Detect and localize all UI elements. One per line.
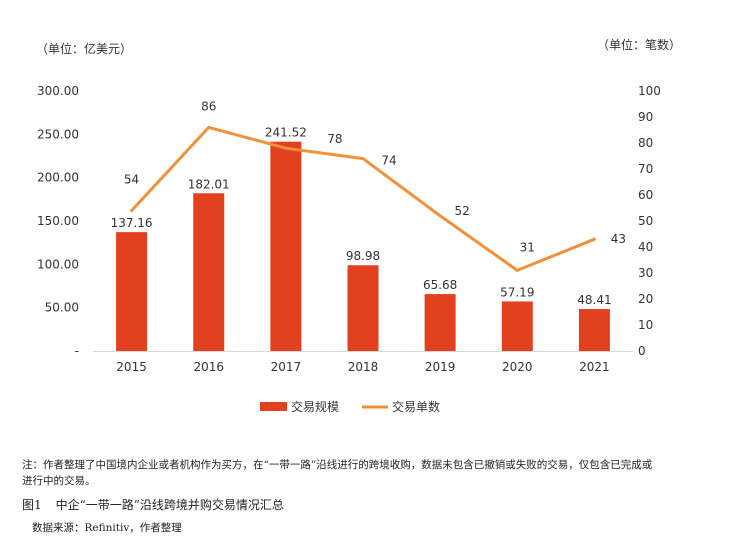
line-value-label: 52 xyxy=(455,204,470,218)
legend-label-line: 交易单数 xyxy=(392,399,440,414)
bar-2016 xyxy=(193,193,225,351)
figure-caption: 图1 中企“一带一路”沿线跨境并购交易情况汇总 xyxy=(22,496,284,513)
bar-value-label: 98.98 xyxy=(346,249,380,263)
x-tick-label: 2016 xyxy=(193,360,224,374)
y-right-tick-label: 20 xyxy=(638,292,653,306)
y-right-tick-label: 10 xyxy=(638,318,653,332)
line-value-label: 86 xyxy=(201,99,216,113)
y-right-tick-label: 50 xyxy=(638,214,653,228)
bar-2015 xyxy=(116,232,148,351)
y-left-tick-label: 200.00 xyxy=(37,171,79,185)
bar-value-label: 65.68 xyxy=(423,278,457,292)
bar-value-label: 57.19 xyxy=(500,285,534,299)
figure-title: 中企“一带一路”沿线跨境并购交易情况汇总 xyxy=(55,498,284,512)
y-right-tick-label: 40 xyxy=(638,240,653,254)
left-axis-unit: （单位：亿美元） xyxy=(36,42,133,56)
bar-2018 xyxy=(347,265,379,351)
figure-number: 图1 xyxy=(22,498,42,512)
x-tick-label: 2017 xyxy=(271,360,302,374)
x-tick-label: 2020 xyxy=(502,360,533,374)
bar-value-label: 137.16 xyxy=(111,216,153,230)
y-right-tick-label: 90 xyxy=(638,110,653,124)
x-tick-label: 2019 xyxy=(425,360,456,374)
line-value-label: 78 xyxy=(327,132,342,146)
line-value-label: 43 xyxy=(611,232,626,246)
bar-2021 xyxy=(578,309,610,351)
x-tick-label: 2021 xyxy=(579,360,610,374)
legend-swatch-bar xyxy=(260,402,287,411)
y-right-tick-label: 80 xyxy=(638,136,653,150)
chart: - 50.00 100.00 150.00 200.00 250.00 300.00 0 10 2… xyxy=(37,84,661,414)
bar-value-label: 182.01 xyxy=(188,177,230,191)
chart-note: 注：作者整理了中国境内企业或者机构作为买方，在“一带一路”沿线进行的跨境收购，数… xyxy=(22,459,653,487)
y-left-tick-label: 100.00 xyxy=(37,257,79,271)
data-source: 数据来源：Refinitiv，作者整理 xyxy=(32,522,182,534)
y-right-tick-label: 60 xyxy=(638,188,653,202)
y-left-tick-label: 50.00 xyxy=(45,301,79,315)
y-left-tick-label: - xyxy=(75,344,79,358)
bar-2017 xyxy=(270,141,302,351)
y-right-tick-label: 100 xyxy=(638,84,661,98)
bar-value-label: 241.52 xyxy=(265,126,307,140)
bar-value-label: 48.41 xyxy=(577,293,611,307)
x-tick-label: 2018 xyxy=(348,360,379,374)
right-axis-unit: （单位：笔数） xyxy=(597,38,682,52)
x-tick-label: 2015 xyxy=(116,360,147,374)
y-left-tick-label: 250.00 xyxy=(37,127,79,141)
line-value-label: 74 xyxy=(381,154,396,168)
y-right-tick-label: 70 xyxy=(638,162,653,176)
line-value-label: 54 xyxy=(124,173,139,187)
y-right-tick-label: 30 xyxy=(638,266,653,280)
bar-2020 xyxy=(501,301,533,351)
y-left-tick-label: 300.00 xyxy=(37,84,79,98)
legend-label-bar: 交易规模 xyxy=(291,399,339,414)
bar-2019 xyxy=(424,294,456,351)
y-left-tick-label: 150.00 xyxy=(37,214,79,228)
line-series-deal-count xyxy=(130,125,596,272)
y-right-tick-label: 0 xyxy=(638,344,646,358)
line-value-label: 31 xyxy=(520,240,535,254)
